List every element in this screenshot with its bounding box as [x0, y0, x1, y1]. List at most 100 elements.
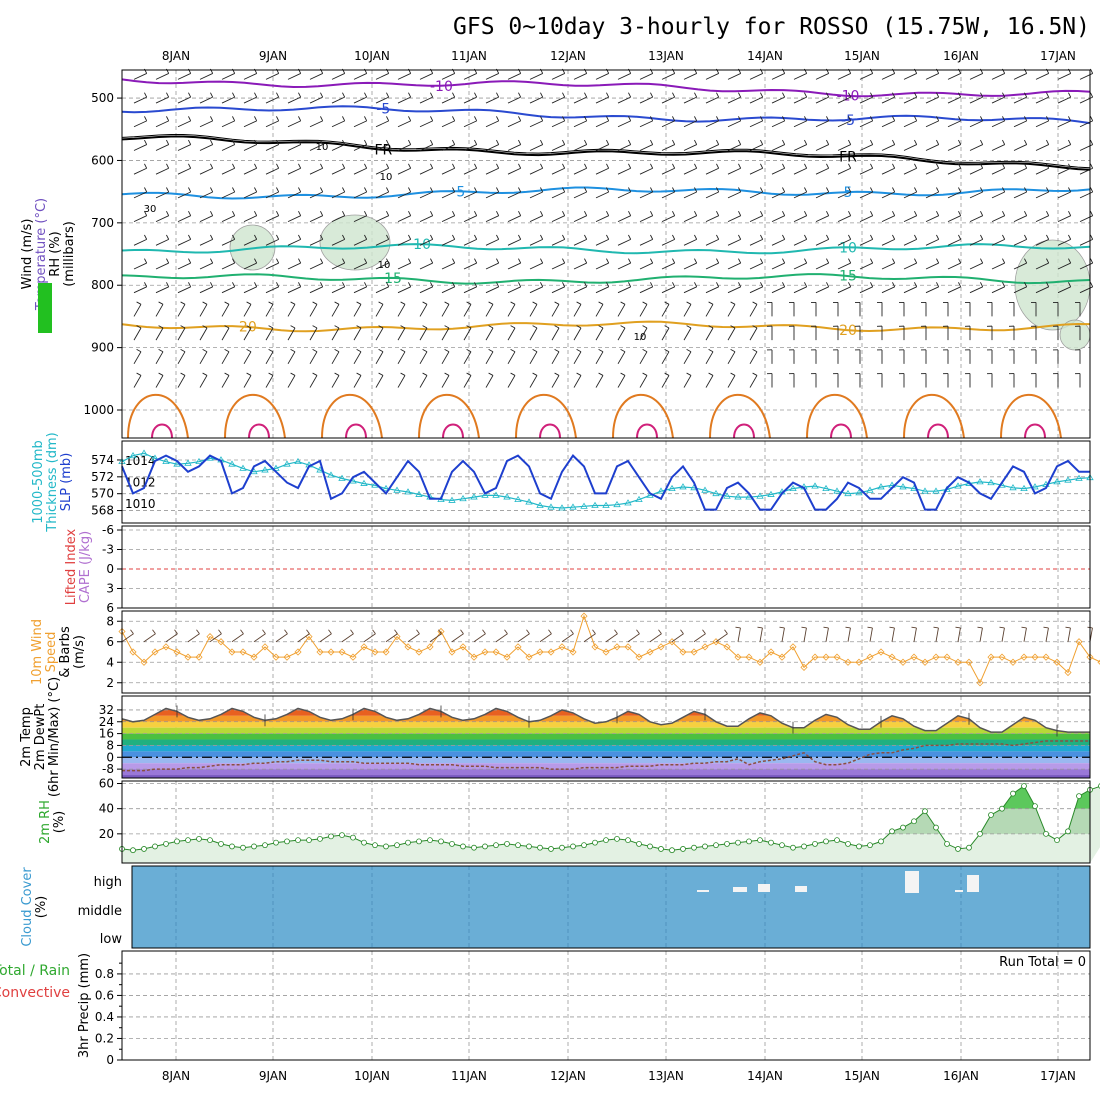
wind-barb: [221, 73, 235, 80]
wind-barb: [551, 120, 565, 128]
wind-barb: [177, 120, 191, 128]
wind-barb: [1002, 282, 1006, 288]
wind-barb: [925, 286, 939, 294]
wind-barb: [793, 215, 807, 223]
wind-barb: [268, 325, 274, 329]
wind-barb: [1046, 211, 1050, 216]
wind-barb: [650, 116, 654, 122]
wind-barb: [1024, 282, 1028, 288]
wind-barb: [716, 211, 720, 216]
date-label-top: 14JAN: [747, 49, 783, 63]
wind-barb: [606, 92, 610, 98]
wind-barb: [969, 238, 983, 246]
wind-barb: [1046, 282, 1050, 288]
wind-barb: [686, 372, 692, 376]
date-label-top: 11JAN: [451, 49, 487, 63]
wind-barb: [1002, 234, 1006, 240]
thickness-marker: [294, 457, 302, 465]
wind-barb: [914, 234, 918, 240]
rh-band: [122, 808, 1090, 834]
wind-barb: [573, 238, 587, 246]
wind-barb: [155, 238, 169, 246]
wind-barb: [1090, 116, 1094, 122]
wind-barb: [177, 191, 191, 199]
wind-barb: [573, 73, 587, 80]
wind-barb: [133, 304, 142, 317]
wind-barb: [155, 167, 169, 175]
wind-barb: [845, 626, 851, 629]
wind-barb: [298, 211, 302, 216]
rh-marker: [196, 835, 202, 842]
wind-barb: [221, 351, 230, 365]
wind-barb: [759, 627, 763, 642]
wind-barb: [430, 234, 434, 240]
wind-barb: [649, 633, 662, 643]
wind-barb: [859, 120, 873, 128]
wind-barb: [474, 211, 478, 216]
wind-barb: [372, 629, 376, 634]
thickness-marker: [866, 486, 874, 493]
wind-barb: [309, 215, 323, 223]
wind-speed-marker: [338, 648, 346, 656]
wind-barb: [683, 167, 697, 175]
y-axis-label: (%): [34, 896, 49, 919]
date-label-top: 17JAN: [1040, 49, 1076, 63]
wind-barb: [155, 96, 169, 104]
y-tick-label: 800: [91, 278, 114, 292]
wind-speed-marker: [921, 658, 929, 666]
wind-barb: [246, 325, 252, 329]
wind-barb: [375, 191, 389, 199]
wind-barb: [617, 375, 626, 388]
wind-barb: [859, 167, 873, 175]
temp-band: [122, 721, 1090, 728]
wind-barb: [1013, 238, 1027, 246]
rh-marker: [724, 841, 730, 847]
wind-barb: [925, 73, 939, 80]
wind-barb: [947, 286, 961, 294]
wind-speed-marker: [580, 612, 588, 620]
wind-barb: [518, 116, 522, 122]
wind-barb: [936, 282, 940, 288]
wind-barb: [331, 351, 340, 365]
wind-barb: [441, 262, 455, 270]
thickness-marker: [129, 451, 137, 459]
wind-barb: [221, 262, 235, 270]
wind-barb: [749, 73, 763, 80]
wind-barb: [364, 211, 368, 216]
wind-barb: [650, 163, 654, 169]
wind-barb: [463, 96, 477, 104]
date-label-bottom: 10JAN: [354, 1069, 390, 1083]
wind-barb: [243, 327, 252, 341]
wind-barb: [144, 139, 148, 145]
wind-barb: [287, 215, 301, 223]
thickness-marker: [1020, 484, 1028, 492]
wind-barb: [397, 215, 411, 223]
panel-frame: [121, 950, 1091, 1061]
wind-barb: [485, 238, 499, 246]
wind-barb: [232, 92, 236, 98]
wind-barb: [781, 627, 785, 642]
wind-barb: [705, 73, 719, 80]
wind-barb: [562, 211, 566, 216]
wind-barb: [738, 282, 742, 288]
wind-barb: [243, 351, 252, 365]
wind-barb: [639, 304, 648, 317]
wind-barb: [353, 167, 367, 175]
wind-barb: [243, 215, 257, 223]
wind-barb: [694, 234, 698, 240]
wind-barb: [958, 116, 962, 122]
slp-line: [121, 454, 1090, 511]
surface-contour: [1024, 423, 1046, 439]
wind-barb: [727, 286, 741, 294]
wind-barb: [672, 282, 676, 288]
wind-barb: [144, 116, 148, 122]
wind-barb: [218, 629, 222, 634]
wind-speed-marker: [492, 648, 500, 656]
wind-barb: [265, 191, 279, 199]
y-axis-label: Thickness (dm): [45, 432, 60, 532]
wind-barb: [804, 211, 808, 216]
wind-barb: [958, 282, 962, 288]
wind-barb: [319, 633, 332, 643]
wind-barb: [254, 187, 258, 193]
